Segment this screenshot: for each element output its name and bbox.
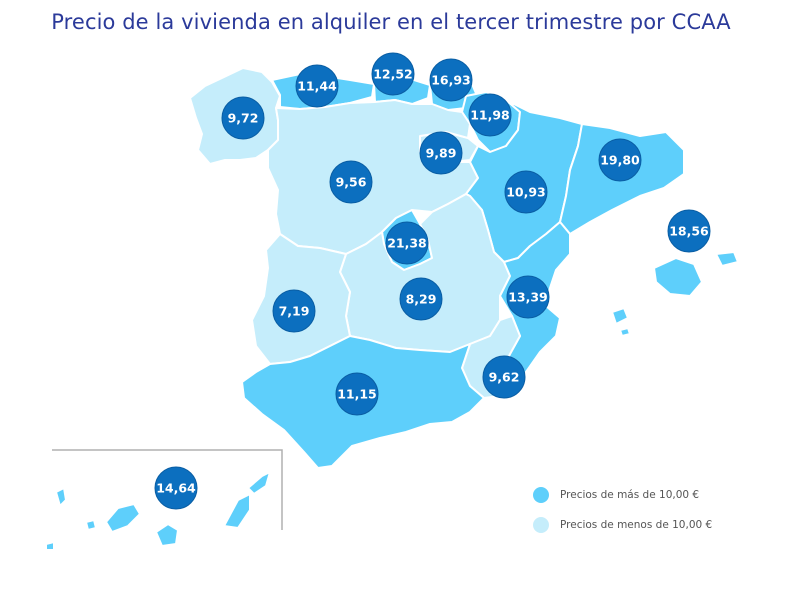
bubble-circle: [482, 355, 526, 399]
value-bubble-baleares: 18,56: [667, 209, 711, 253]
value-bubble-galicia: 9,72: [221, 96, 265, 140]
region-canarias-gran-canaria[interactable]: [155, 523, 179, 547]
bubble-value-label: 13,39: [508, 290, 548, 305]
bubble-value-label: 8,29: [406, 292, 437, 307]
region-baleares-ibiza[interactable]: [611, 307, 629, 325]
bubble-circle: [667, 209, 711, 253]
bubble-circle: [335, 372, 379, 416]
bubble-value-label: 14,64: [156, 481, 196, 496]
bubble-value-label: 21,38: [387, 236, 427, 251]
bubble-circle: [506, 275, 550, 319]
value-bubble-murcia: 9,62: [482, 355, 526, 399]
value-bubble-extremadura: 7,19: [272, 289, 316, 333]
region-baleares-formentera[interactable]: [619, 327, 631, 337]
bubble-circle: [154, 466, 198, 510]
map-legend: Precios de más de 10,00 € Precios de men…: [533, 486, 712, 546]
value-bubble-navarra: 11,98: [468, 93, 512, 137]
bubble-value-label: 9,89: [426, 146, 457, 161]
bubble-circle: [429, 58, 473, 102]
map-title: Precio de la vivienda en alquiler en el …: [51, 10, 731, 34]
bubble-circle: [329, 160, 373, 204]
region-canarias-la-palma[interactable]: [55, 487, 67, 507]
bubble-circle: [399, 277, 443, 321]
canarias-inset-frame: [52, 449, 283, 530]
bubble-value-label: 12,52: [373, 67, 413, 82]
legend-swatch-below: [533, 517, 549, 533]
bubble-value-label: 9,72: [228, 111, 259, 126]
bubble-value-label: 11,15: [337, 387, 377, 402]
bubble-value-label: 9,62: [489, 370, 520, 385]
bubble-circle: [221, 96, 265, 140]
value-bubble-andalucia: 11,15: [335, 372, 379, 416]
bubble-circle: [272, 289, 316, 333]
region-baleares-menorca[interactable]: [715, 251, 739, 267]
value-bubble-cataluna: 19,80: [598, 138, 642, 182]
legend-label-above: Precios de más de 10,00 €: [560, 489, 700, 501]
legend-label-below: Precios de menos de 10,00 €: [560, 519, 713, 531]
value-bubble-comunidad-valenciana: 13,39: [506, 275, 550, 319]
region-canarias-fuerteventura[interactable]: [223, 493, 251, 529]
bubble-circle: [295, 64, 339, 108]
bubble-value-label: 9,56: [336, 175, 367, 190]
bubble-circle: [419, 131, 463, 175]
bubble-value-label: 19,80: [600, 153, 640, 168]
region-canarias-la-gomera[interactable]: [85, 519, 97, 531]
bubble-value-label: 16,93: [431, 73, 471, 88]
bubble-circle: [385, 221, 429, 265]
bubble-circle: [598, 138, 642, 182]
value-bubble-aragon: 10,93: [504, 170, 548, 214]
value-bubble-madrid: 21,38: [385, 221, 429, 265]
value-bubble-la-rioja: 9,89: [419, 131, 463, 175]
bubble-circle: [504, 170, 548, 214]
region-canarias-lanzarote[interactable]: [247, 471, 271, 495]
legend-swatch-above: [533, 487, 549, 503]
region-baleares-mallorca[interactable]: [653, 257, 703, 297]
bubble-value-label: 7,19: [279, 304, 310, 319]
bubble-value-label: 11,98: [470, 108, 510, 123]
bubble-value-label: 18,56: [669, 224, 709, 239]
region-canarias-tenerife[interactable]: [105, 503, 141, 533]
bubble-circle: [468, 93, 512, 137]
legend-item-above: Precios de más de 10,00 €: [533, 486, 712, 504]
region-canarias-el-hierro[interactable]: [45, 541, 55, 551]
value-bubble-castilla-y-leon: 9,56: [329, 160, 373, 204]
legend-item-below: Precios de menos de 10,00 €: [533, 516, 712, 534]
bubble-value-label: 11,44: [297, 79, 337, 94]
value-bubble-asturias: 11,44: [295, 64, 339, 108]
value-bubble-cantabria: 12,52: [371, 52, 415, 96]
value-bubble-pais-vasco: 16,93: [429, 58, 473, 102]
value-bubble-castilla-la-mancha: 8,29: [399, 277, 443, 321]
bubble-circle: [371, 52, 415, 96]
bubble-value-label: 10,93: [506, 185, 546, 200]
value-bubble-canarias: 14,64: [154, 466, 198, 510]
